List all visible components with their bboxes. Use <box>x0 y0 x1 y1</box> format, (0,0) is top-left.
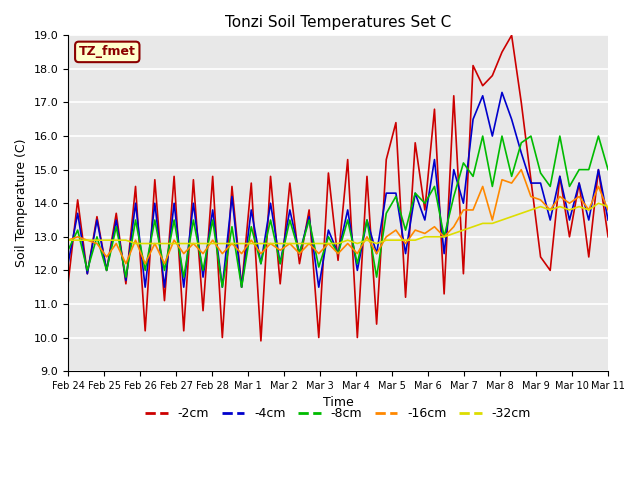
Text: TZ_fmet: TZ_fmet <box>79 46 136 59</box>
X-axis label: Time: Time <box>323 396 353 409</box>
Title: Tonzi Soil Temperatures Set C: Tonzi Soil Temperatures Set C <box>225 15 451 30</box>
Legend: -2cm, -4cm, -8cm, -16cm, -32cm: -2cm, -4cm, -8cm, -16cm, -32cm <box>140 402 536 425</box>
Y-axis label: Soil Temperature (C): Soil Temperature (C) <box>15 139 28 267</box>
